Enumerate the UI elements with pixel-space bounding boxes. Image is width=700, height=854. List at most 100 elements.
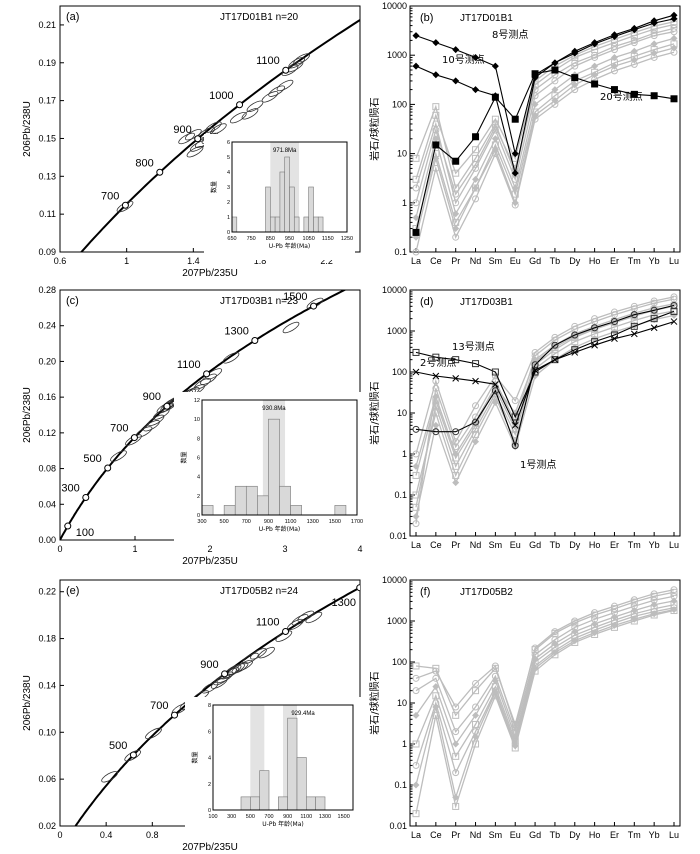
inset-x-tick-label: 1500 <box>338 814 350 820</box>
inset-background <box>185 697 361 838</box>
y-tick-label: 0.28 <box>38 285 56 295</box>
background-point <box>491 692 499 700</box>
histogram-bar <box>234 485 247 516</box>
x-tick-label: Yb <box>649 540 660 550</box>
inset-y-tick-label: 3 <box>227 185 230 191</box>
highlighted-point <box>491 387 499 395</box>
background-point <box>531 644 539 652</box>
error-ellipse <box>101 771 118 783</box>
background-point <box>472 679 480 687</box>
highlighted-point <box>412 62 420 70</box>
age-marker <box>356 584 360 592</box>
inset-frame <box>212 704 354 811</box>
panel-label: (c) <box>66 295 79 307</box>
highlighted-point <box>630 330 638 338</box>
background-series <box>415 305 675 508</box>
background-point <box>472 740 480 748</box>
background-point <box>650 53 658 61</box>
highlighted-point <box>670 318 678 325</box>
inset-y-tick-label: 8 <box>197 436 200 442</box>
highlighted-point <box>452 46 460 54</box>
x-tick-label: Tb <box>550 256 561 266</box>
highlighted-point <box>452 157 460 165</box>
inset-x-tick-label: 1050 <box>303 236 315 242</box>
highlighted-point <box>591 40 599 48</box>
x-tick-label: Ce <box>430 256 442 266</box>
panel-title: JT17D01B1 n=20 <box>220 12 299 23</box>
point-annotation: 2号测点 <box>420 356 456 369</box>
background-point <box>412 184 420 192</box>
y-tick-label: 0.09 <box>38 247 56 257</box>
panel-label: (b) <box>420 12 433 24</box>
background-point <box>452 233 460 241</box>
histogram-bar <box>313 216 319 233</box>
highlighted-point <box>670 95 678 103</box>
background-point <box>412 740 420 748</box>
x-tick-label: La <box>411 830 421 840</box>
background-point <box>452 479 460 487</box>
error-ellipse <box>228 663 245 675</box>
inset-x-label: U-Pb 年龄(Ma) <box>269 242 310 250</box>
x-tick-label: Ho <box>589 256 601 266</box>
age-marker <box>310 302 318 310</box>
x-tick-label: Ce <box>430 830 442 840</box>
histogram-bar <box>245 485 258 516</box>
age-label: 1100 <box>256 616 280 628</box>
histogram-bar <box>308 186 314 233</box>
panel-b: 0.1 1 10 100 1000 10000 La Ce Pr Nd Sm Eu Gd Tb Dy Ho Er… <box>368 1 681 266</box>
error-ellipse <box>281 64 299 77</box>
background-point <box>650 611 658 619</box>
background-point <box>412 175 420 183</box>
x-tick-label: Sm <box>489 540 503 550</box>
y-tick-label: 1 <box>402 739 407 749</box>
highlighted-point <box>432 428 440 436</box>
point-annotation: 13号测点 <box>452 340 495 353</box>
error-ellipse <box>276 79 294 92</box>
y-tick-label: 0.20 <box>38 356 56 366</box>
x-tick-label: Gd <box>529 830 541 840</box>
histogram-bar <box>317 216 324 233</box>
highlighted-point <box>412 228 420 236</box>
background-point <box>432 154 440 162</box>
background-point <box>610 67 618 75</box>
error-ellipse <box>261 91 279 103</box>
highlighted-point <box>531 361 539 369</box>
x-tick-label: Eu <box>510 256 521 266</box>
background-point <box>472 195 480 203</box>
y-axis-label: 岩石/球粒陨石 <box>368 381 381 444</box>
point-annotation: 20号测点 <box>600 90 643 103</box>
panel-f: 0.01 0.1 1 10 100 1000 10000 La Ce Pr Nd Sm Eu Gd Tb Dy… <box>368 575 681 840</box>
highlighted-point <box>591 80 599 88</box>
highlighted-series <box>415 321 675 427</box>
error-ellipse <box>305 611 323 624</box>
inset-y-tick-label: 10 <box>194 417 200 423</box>
highlighted-point <box>610 32 618 40</box>
plot-area <box>74 584 360 826</box>
y-tick-label: 0.22 <box>38 587 56 597</box>
background-point <box>432 692 440 700</box>
x-tick-label: Dy <box>569 540 580 550</box>
background-point <box>551 343 559 351</box>
highlighted-series <box>415 304 675 448</box>
x-tick-label: Tm <box>628 256 641 266</box>
background-point <box>452 169 460 177</box>
x-tick-label: 0 <box>57 830 62 840</box>
age-marker <box>203 370 211 378</box>
panel-e: 00.40.81.21.622.40.020.060.100.140.180.2… <box>22 579 361 853</box>
age-marker <box>156 168 164 176</box>
x-tick-label: 0.6 <box>54 256 67 266</box>
background-point <box>452 728 460 736</box>
inset-y-tick-label: 0 <box>227 230 230 236</box>
highlighted-point <box>551 341 559 349</box>
x-tick-label: 2.2 <box>320 256 333 266</box>
x-tick-label: 1.8 <box>254 256 267 266</box>
histogram-bar <box>289 186 295 233</box>
inset-x-tick-label: 1500 <box>329 519 341 525</box>
inset-x-tick-label: 100 <box>208 814 217 820</box>
error-ellipse <box>205 368 223 380</box>
error-ellipse <box>209 123 227 135</box>
background-point <box>491 115 499 123</box>
age-marker <box>82 493 90 501</box>
inset-x-tick-label: 500 <box>220 519 229 525</box>
